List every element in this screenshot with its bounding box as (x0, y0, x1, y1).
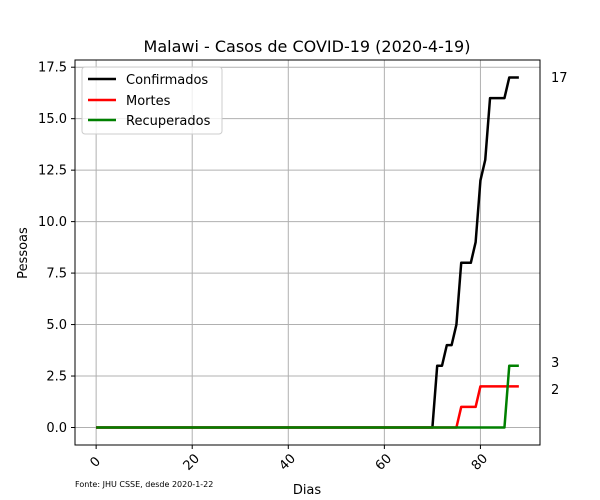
legend-label-recuperados: Recuperados (126, 114, 211, 129)
chart-title: Malawi - Casos de COVID-19 (2020-4-19) (144, 37, 471, 56)
x-axis-label: Dias (293, 483, 322, 498)
legend-label-confirmados: Confirmados (126, 73, 208, 88)
y-tick-label: 17.5 (38, 61, 67, 76)
legend-box (81, 66, 223, 135)
legend: Confirmados Mortes Recuperados (81, 66, 223, 135)
y-axis-label: Pessoas (16, 227, 31, 279)
axis-ticks: 0 20 40 60 800.02.55.07.510.012.515.017.5 (38, 61, 491, 474)
plot-frame (74, 59, 541, 446)
y-tick-label: 12.5 (38, 164, 67, 179)
y-tick-label: 10.0 (38, 215, 67, 230)
end-label-recuperados: 3 (551, 356, 559, 371)
legend-label-mortes: Mortes (126, 94, 171, 109)
grid (75, 60, 540, 445)
series-line-recuperados (96, 364, 519, 429)
y-tick-label: 7.5 (46, 267, 67, 282)
y-tick-label: 2.5 (46, 370, 67, 385)
y-tick-label: 15.0 (38, 112, 67, 127)
end-label-confirmados: 17 (551, 71, 568, 86)
y-tick-label: 5.0 (46, 318, 67, 333)
y-tick-label: 0.0 (46, 421, 67, 436)
series-line-confirmados (96, 76, 519, 429)
end-label-mortes: 2 (551, 383, 559, 398)
source-footnote: Fonte: JHU CSSE, desde 2020-1-22 (75, 480, 213, 489)
series-lines (96, 76, 519, 429)
